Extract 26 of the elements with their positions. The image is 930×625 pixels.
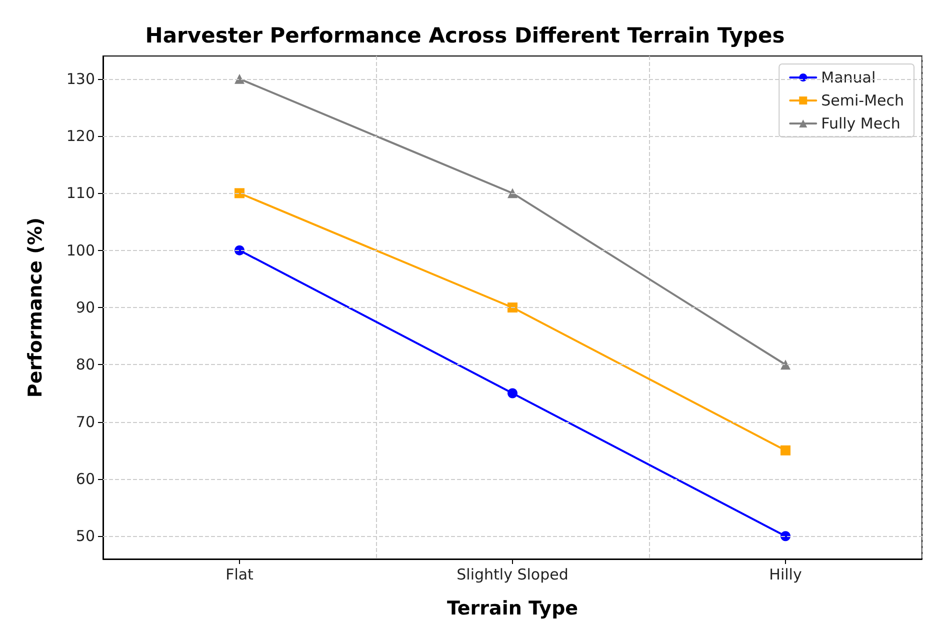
y-tick-label: 90 [76, 298, 95, 316]
y-tick-label: 130 [66, 70, 95, 88]
point [508, 302, 518, 312]
y-tick-label: 110 [66, 184, 95, 202]
y-tick-label: 50 [76, 527, 95, 546]
point [234, 245, 244, 256]
y-tick-label: 120 [66, 127, 95, 146]
point [508, 388, 518, 398]
x-tick-label: Hilly [769, 566, 802, 584]
y-tick-label: 70 [76, 412, 95, 431]
legend-label: Semi-Mech [821, 92, 904, 110]
x-tick-label: Slightly Sloped [456, 566, 568, 584]
point [780, 445, 790, 456]
x-axis-title: Terrain Type [446, 598, 578, 620]
point [508, 188, 518, 198]
point [780, 531, 790, 542]
legend-label: Fully Mech [821, 114, 900, 132]
y-tick-label: 60 [76, 470, 95, 488]
y-tick-label: 100 [66, 241, 95, 260]
chart-title: Harvester Performance Across Different Terrain Types [145, 24, 785, 48]
y-tick-label: 80 [76, 356, 95, 374]
point [234, 74, 244, 84]
point [780, 360, 790, 370]
y-axis-title: Performance (%) [24, 217, 46, 398]
x-tick-label: Flat [226, 566, 254, 584]
point [234, 188, 244, 198]
